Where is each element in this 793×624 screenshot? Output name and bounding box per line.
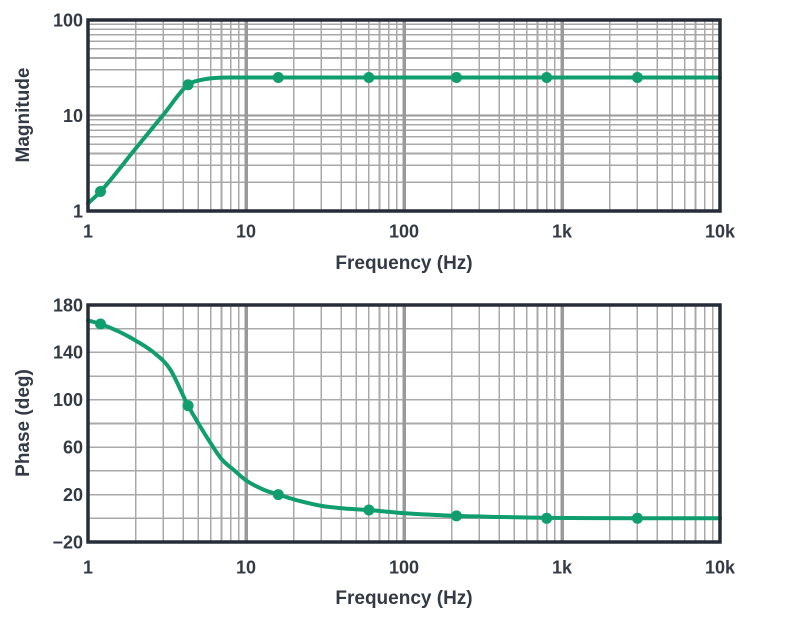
phase-bode-plot-border bbox=[86, 303, 722, 544]
magnitude-response-data-point bbox=[182, 79, 194, 91]
magnitude-bode-plot-y-tick-label: 1 bbox=[73, 201, 83, 221]
phase-response-data-point bbox=[272, 489, 284, 501]
magnitude-bode-plot-y-tick-label: 10 bbox=[63, 106, 83, 126]
phase-bode-plot-x-tick-label: 10 bbox=[236, 557, 256, 577]
magnitude-bode-plot-x-tick-label: 10 bbox=[236, 221, 256, 241]
magnitude-bode-plot-x-tick-label: 1 bbox=[83, 221, 93, 241]
phase-bode-plot-y-tick-label: 20 bbox=[63, 485, 83, 505]
magnitude-response-data-point bbox=[541, 72, 553, 83]
magnitude-bode-plot-y-tick-label: 100 bbox=[53, 10, 83, 30]
phase-bode-plot-x-tick-label: 10k bbox=[705, 557, 736, 577]
phase-response-data-point bbox=[363, 504, 375, 516]
magnitude-response-data-point bbox=[363, 72, 375, 83]
magnitude-bode-plot-border bbox=[86, 18, 722, 213]
phase-bode-plot-y-tick-label: −20 bbox=[52, 532, 83, 552]
phase-response-data-point bbox=[95, 318, 106, 330]
magnitude-bode-plot-x-tick-label: 10k bbox=[705, 221, 736, 241]
phase-response-curve bbox=[86, 318, 722, 521]
phase-bode-plot-x-tick-label: 1k bbox=[552, 557, 573, 577]
frequency-axis-title-bottom: Frequency (Hz) bbox=[335, 588, 473, 609]
magnitude-bode-plot-x-tick-label: 1k bbox=[552, 221, 573, 241]
magnitude-response-data-point bbox=[272, 72, 284, 83]
magnitude-response-data-point bbox=[95, 186, 106, 197]
phase-response-data-point bbox=[451, 510, 462, 522]
phase-response-data-point bbox=[182, 400, 194, 412]
phase-bode-plot-y-tick-label: 100 bbox=[53, 390, 83, 410]
phase-response-data-point bbox=[631, 512, 643, 524]
magnitude-axis-title: Magnitude bbox=[13, 67, 34, 163]
phase-bode-plot-x-tick-label: 1 bbox=[83, 557, 93, 577]
phase-bode-plot-x-tick-label: 100 bbox=[389, 557, 419, 577]
phase-bode-plot-y-tick-label: 60 bbox=[63, 438, 83, 458]
phase-axis-title: Phase (deg) bbox=[13, 369, 34, 477]
magnitude-response-data-point bbox=[631, 72, 643, 83]
magnitude-response-data-point bbox=[451, 72, 462, 83]
phase-response-data-point bbox=[541, 512, 553, 524]
phase-bode-plot-y-tick-label: 180 bbox=[53, 295, 83, 315]
phase-bode-plot-y-tick-label: 140 bbox=[53, 343, 83, 363]
frequency-axis-title-top: Frequency (Hz) bbox=[335, 253, 473, 274]
magnitude-bode-plot-x-tick-label: 100 bbox=[389, 221, 419, 241]
